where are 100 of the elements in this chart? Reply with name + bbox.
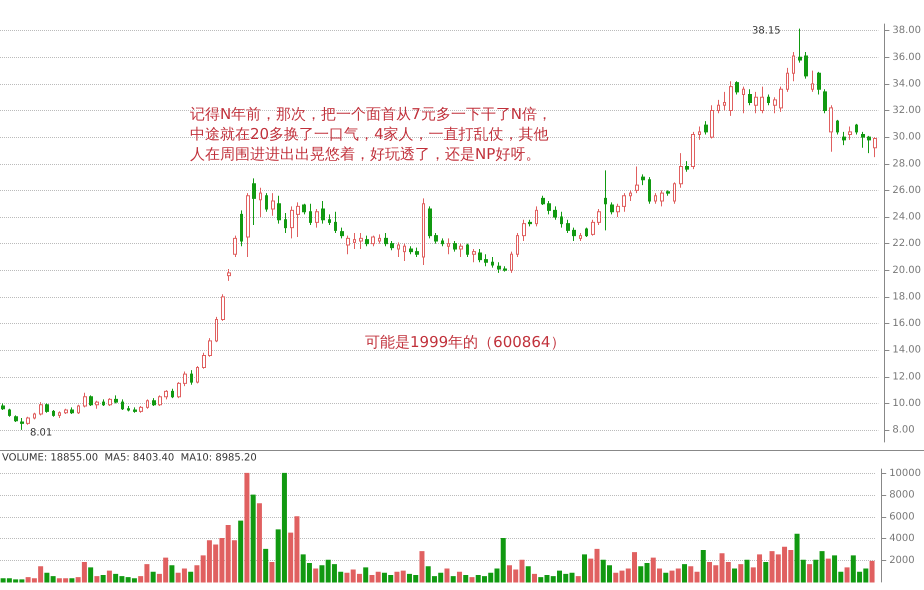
candlestick	[635, 166, 639, 194]
candlestick	[622, 192, 626, 212]
y-tick-label: 38.00	[892, 25, 922, 36]
candlestick	[158, 394, 162, 407]
candlestick	[290, 206, 294, 239]
candlestick	[585, 227, 588, 238]
candlestick	[798, 28, 802, 64]
candlestick	[328, 214, 331, 226]
y-tick-label: 10000	[889, 468, 921, 479]
y-tick-label: 28.00	[892, 158, 922, 170]
candlestick	[340, 227, 344, 239]
candlestick	[673, 182, 676, 204]
candlestick	[334, 211, 337, 234]
candlestick	[566, 219, 570, 234]
candlestick	[390, 240, 394, 251]
candlestick	[215, 316, 218, 343]
bar	[363, 567, 368, 582]
annotation: 记得N年前，那次，把一个面首从7元多一下干了N倍，中途就在20多换了一口气，4家人，一直打乱仗，其他人在周围进进出出晃悠着，好玩透了，还是NP好呀。	[190, 105, 552, 163]
candlestick	[403, 243, 406, 262]
bar	[269, 562, 274, 582]
candlestick	[616, 203, 620, 218]
candlestick	[346, 235, 350, 255]
candlestick	[666, 190, 670, 196]
candlestick	[535, 206, 538, 227]
y-tick-label: 8000	[889, 490, 915, 501]
candlestick	[164, 390, 168, 400]
candlestick	[786, 67, 789, 92]
y-tick-label: 34.00	[892, 78, 922, 90]
candlestick	[842, 131, 846, 146]
candlestick	[748, 88, 752, 106]
candlestick	[553, 206, 557, 220]
bar	[663, 572, 668, 582]
candlestick	[660, 190, 664, 207]
candlestick	[371, 235, 375, 247]
candlestick	[70, 406, 74, 415]
bar	[744, 560, 750, 582]
y-tick-label: 24.00	[892, 212, 922, 223]
y-tick-label: 16.00	[892, 318, 922, 330]
bar	[419, 551, 424, 582]
bar	[250, 494, 256, 582]
candlestick	[704, 120, 708, 135]
candlestick	[823, 88, 827, 114]
y-tick-label: 18.00	[892, 291, 922, 302]
bar	[763, 562, 768, 582]
candlestick	[77, 404, 80, 415]
candlestick	[484, 254, 488, 267]
candlestick	[591, 219, 595, 236]
annotation: 38.15	[752, 26, 781, 36]
bar	[313, 568, 318, 582]
candlestick	[710, 104, 714, 139]
candlestick	[233, 235, 237, 258]
bar	[582, 554, 587, 582]
bar	[732, 568, 738, 582]
candlestick	[441, 238, 444, 247]
bar	[244, 472, 250, 582]
bar	[844, 567, 850, 582]
y-tick-label: 10.00	[892, 398, 922, 409]
bar	[94, 576, 100, 582]
candlestick	[735, 80, 739, 96]
candlestick	[491, 256, 494, 268]
candlestick	[259, 187, 262, 218]
candlestick	[742, 86, 745, 114]
candlestick	[26, 416, 30, 426]
y-tick-label: 20.00	[892, 264, 922, 276]
candlestick	[108, 398, 112, 407]
bar	[88, 567, 94, 582]
candlestick	[139, 406, 143, 414]
candlestick	[359, 232, 363, 250]
candlestick	[397, 242, 400, 258]
candlestick	[183, 370, 187, 387]
bar	[256, 503, 262, 582]
candlestick	[691, 131, 695, 170]
bar	[456, 572, 462, 582]
candlestick	[95, 400, 99, 410]
y-tick-label: 30.00	[892, 132, 922, 143]
candlestick	[39, 402, 43, 416]
candlestick	[114, 394, 118, 404]
candlestick	[202, 352, 206, 370]
candlestick	[717, 99, 720, 114]
candlestick	[447, 238, 450, 255]
annotation: 8.01	[30, 428, 52, 438]
candlestick	[146, 398, 149, 410]
candlestick	[466, 243, 469, 258]
candlestick	[302, 203, 306, 215]
candlestick	[52, 410, 55, 418]
candlestick	[685, 160, 689, 172]
bar	[263, 548, 268, 582]
candlestick	[64, 408, 68, 415]
candlestick	[353, 232, 356, 250]
candlestick	[133, 406, 137, 414]
candlestick	[522, 219, 526, 242]
candlestick	[89, 394, 93, 407]
candlestick	[760, 86, 764, 114]
candlestick	[861, 131, 865, 148]
candlestick	[152, 398, 156, 407]
candlestick	[610, 202, 614, 215]
candlestick	[428, 206, 432, 239]
candlestick	[227, 268, 231, 282]
candlestick	[528, 219, 532, 227]
candlestick	[208, 338, 212, 358]
